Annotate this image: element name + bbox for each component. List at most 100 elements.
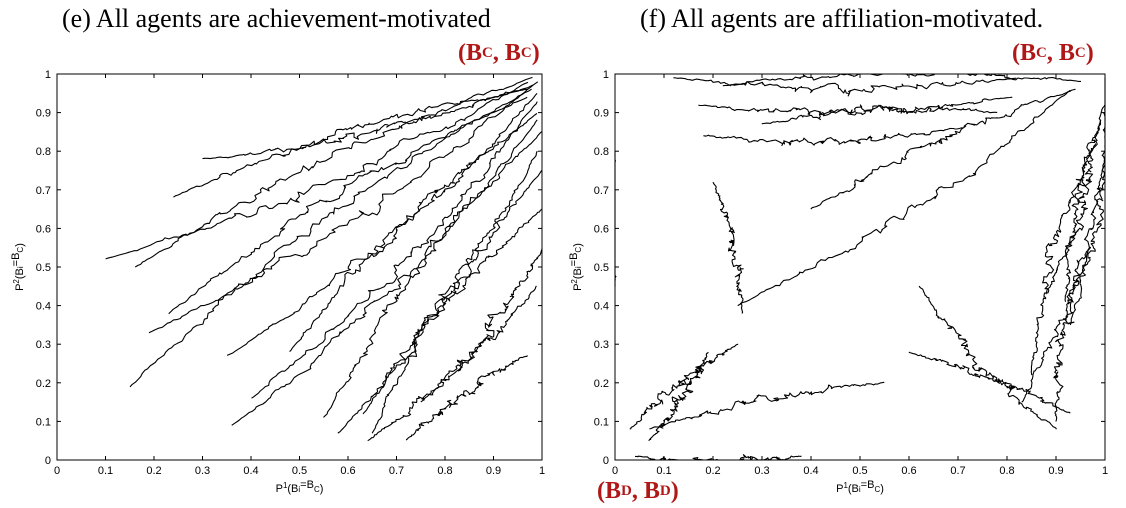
trajectory-line — [129, 88, 532, 388]
y-tick-label: 0.6 — [594, 223, 609, 235]
y-tick-label: 0.1 — [36, 416, 51, 428]
x-tick-label: 0.4 — [243, 465, 258, 477]
corner-base: B — [605, 478, 622, 504]
corner-base: B — [466, 40, 483, 66]
panel-f-top-corner-annotation: (BC, BC) — [1012, 40, 1094, 66]
trajectory-line — [1064, 104, 1106, 302]
trajectory-line — [420, 248, 543, 403]
plot-area-frame — [614, 73, 1106, 461]
x-tick-label: 0.8 — [437, 465, 452, 477]
trajectory-line — [1021, 158, 1106, 403]
trajectory-line — [649, 381, 885, 430]
y-tick-label: 0.7 — [36, 185, 51, 197]
y-tick-label: 0.3 — [36, 339, 51, 351]
y-tick-label: 1 — [45, 69, 51, 81]
x-tick-label: 0.7 — [950, 465, 965, 477]
trajectory-line — [737, 89, 1071, 307]
x-tick-label: 0 — [54, 465, 60, 477]
y-tick-label: 0.5 — [594, 262, 609, 274]
corner-superscript: C — [520, 45, 532, 61]
y-tick-label: 0.7 — [594, 185, 609, 197]
trajectory-line — [634, 454, 802, 461]
y-axis-label: P2(Bi=BC) — [568, 243, 584, 291]
x-tick-label: 0.5 — [292, 465, 307, 477]
trajectory-line — [698, 96, 1013, 116]
corner-superscript: C — [1036, 45, 1047, 61]
x-tick-label: 0.5 — [852, 465, 867, 477]
trajectory-line — [173, 88, 528, 198]
y-tick-label: 0.4 — [594, 301, 609, 313]
y-tick-label: 0.8 — [36, 146, 51, 158]
trajectory-line — [105, 81, 529, 260]
x-tick-label: 0 — [612, 465, 618, 477]
trajectory-line — [337, 150, 538, 434]
y-tick-label: 0.4 — [36, 301, 51, 313]
x-tick-label: 0.3 — [195, 465, 210, 477]
trajectory-line — [168, 96, 528, 315]
y-tick-label: 0.9 — [594, 108, 609, 120]
chart-panel-0: 0 0.1 0.2 0.3 0.4 0.5 0.6 0.7 0.8 0.9 1 0 0.1 0.2 0.3 0… — [10, 69, 545, 495]
x-tick-label: 0.2 — [705, 465, 720, 477]
trajectory-line — [1053, 246, 1091, 422]
x-tick-label: 0.9 — [1048, 465, 1063, 477]
x-tick-label: 0.1 — [98, 465, 113, 477]
chart-panel-1: 0 0.1 0.2 0.3 0.4 0.5 0.6 0.7 0.8 0.9 1 0 0.1 0.2 0.3 0… — [568, 69, 1108, 495]
x-tick-label: 0.6 — [340, 465, 355, 477]
x-tick-label: 0.9 — [486, 465, 501, 477]
panel-f-bottom-corner-annotation: (BD, BD) — [597, 478, 679, 504]
y-tick-label: 0.3 — [594, 339, 609, 351]
trajectory-line — [918, 285, 1057, 430]
trajectory-line — [371, 170, 543, 434]
trajectory-line — [761, 104, 998, 125]
trajectory-line — [722, 73, 1081, 87]
y-tick-label: 0.8 — [594, 146, 609, 158]
y-axis-label: P2(Bi=BC) — [10, 243, 26, 291]
trajectory-line — [1069, 77, 1106, 326]
corner-base: B — [643, 478, 660, 504]
y-tick-label: 0 — [603, 455, 609, 467]
trajectory-line — [908, 351, 1071, 414]
panel-e-corner-annotation: (BC, BC) — [458, 40, 540, 66]
trajectory-line — [1030, 143, 1097, 376]
y-tick-label: 0 — [45, 455, 51, 467]
trajectory-line — [251, 101, 538, 399]
trajectory-line — [673, 77, 1017, 97]
x-tick-label: 0.4 — [803, 465, 818, 477]
trajectory-line — [367, 285, 537, 442]
trajectory-line — [712, 181, 744, 314]
panel-e-title: (e) All agents are achievement-motivated — [62, 4, 491, 33]
corner-superscript: D — [659, 483, 671, 499]
trajectory-line — [614, 151, 617, 287]
panel-f-title: (f) All agents are affiliation-motivated… — [640, 4, 1044, 33]
trajectory-line — [629, 343, 739, 430]
y-tick-label: 0.2 — [594, 378, 609, 390]
trajectory-line — [231, 119, 538, 426]
trajectory-line — [289, 112, 538, 352]
x-tick-label: 1 — [539, 465, 545, 477]
x-tick-label: 0.1 — [656, 465, 671, 477]
corner-base: B — [504, 40, 521, 66]
corner-superscript: C — [1074, 45, 1086, 61]
x-tick-label: 0.6 — [901, 465, 916, 477]
y-tick-label: 0.5 — [36, 262, 51, 274]
corner-base: B — [1020, 40, 1037, 66]
x-axis-label: P1(Bi=BC) — [836, 479, 884, 495]
x-tick-label: 0.3 — [754, 465, 769, 477]
trajectory-line — [703, 127, 963, 147]
x-tick-label: 0.2 — [146, 465, 161, 477]
trajectory-line — [202, 84, 534, 160]
trajectory-line — [148, 81, 539, 334]
trajectory-line — [405, 355, 528, 441]
trajectory-line — [810, 88, 1076, 210]
corner-superscript: C — [482, 45, 493, 61]
trajectory-line — [323, 131, 542, 418]
y-tick-label: 0.9 — [36, 108, 51, 120]
trajectory-line — [226, 93, 538, 356]
x-tick-label: 0.7 — [389, 465, 404, 477]
y-tick-label: 0.1 — [594, 416, 609, 428]
y-tick-label: 1 — [603, 69, 609, 81]
x-tick-label: 1 — [1102, 465, 1108, 477]
y-tick-label: 0.6 — [36, 223, 51, 235]
trajectory-line — [362, 208, 543, 415]
